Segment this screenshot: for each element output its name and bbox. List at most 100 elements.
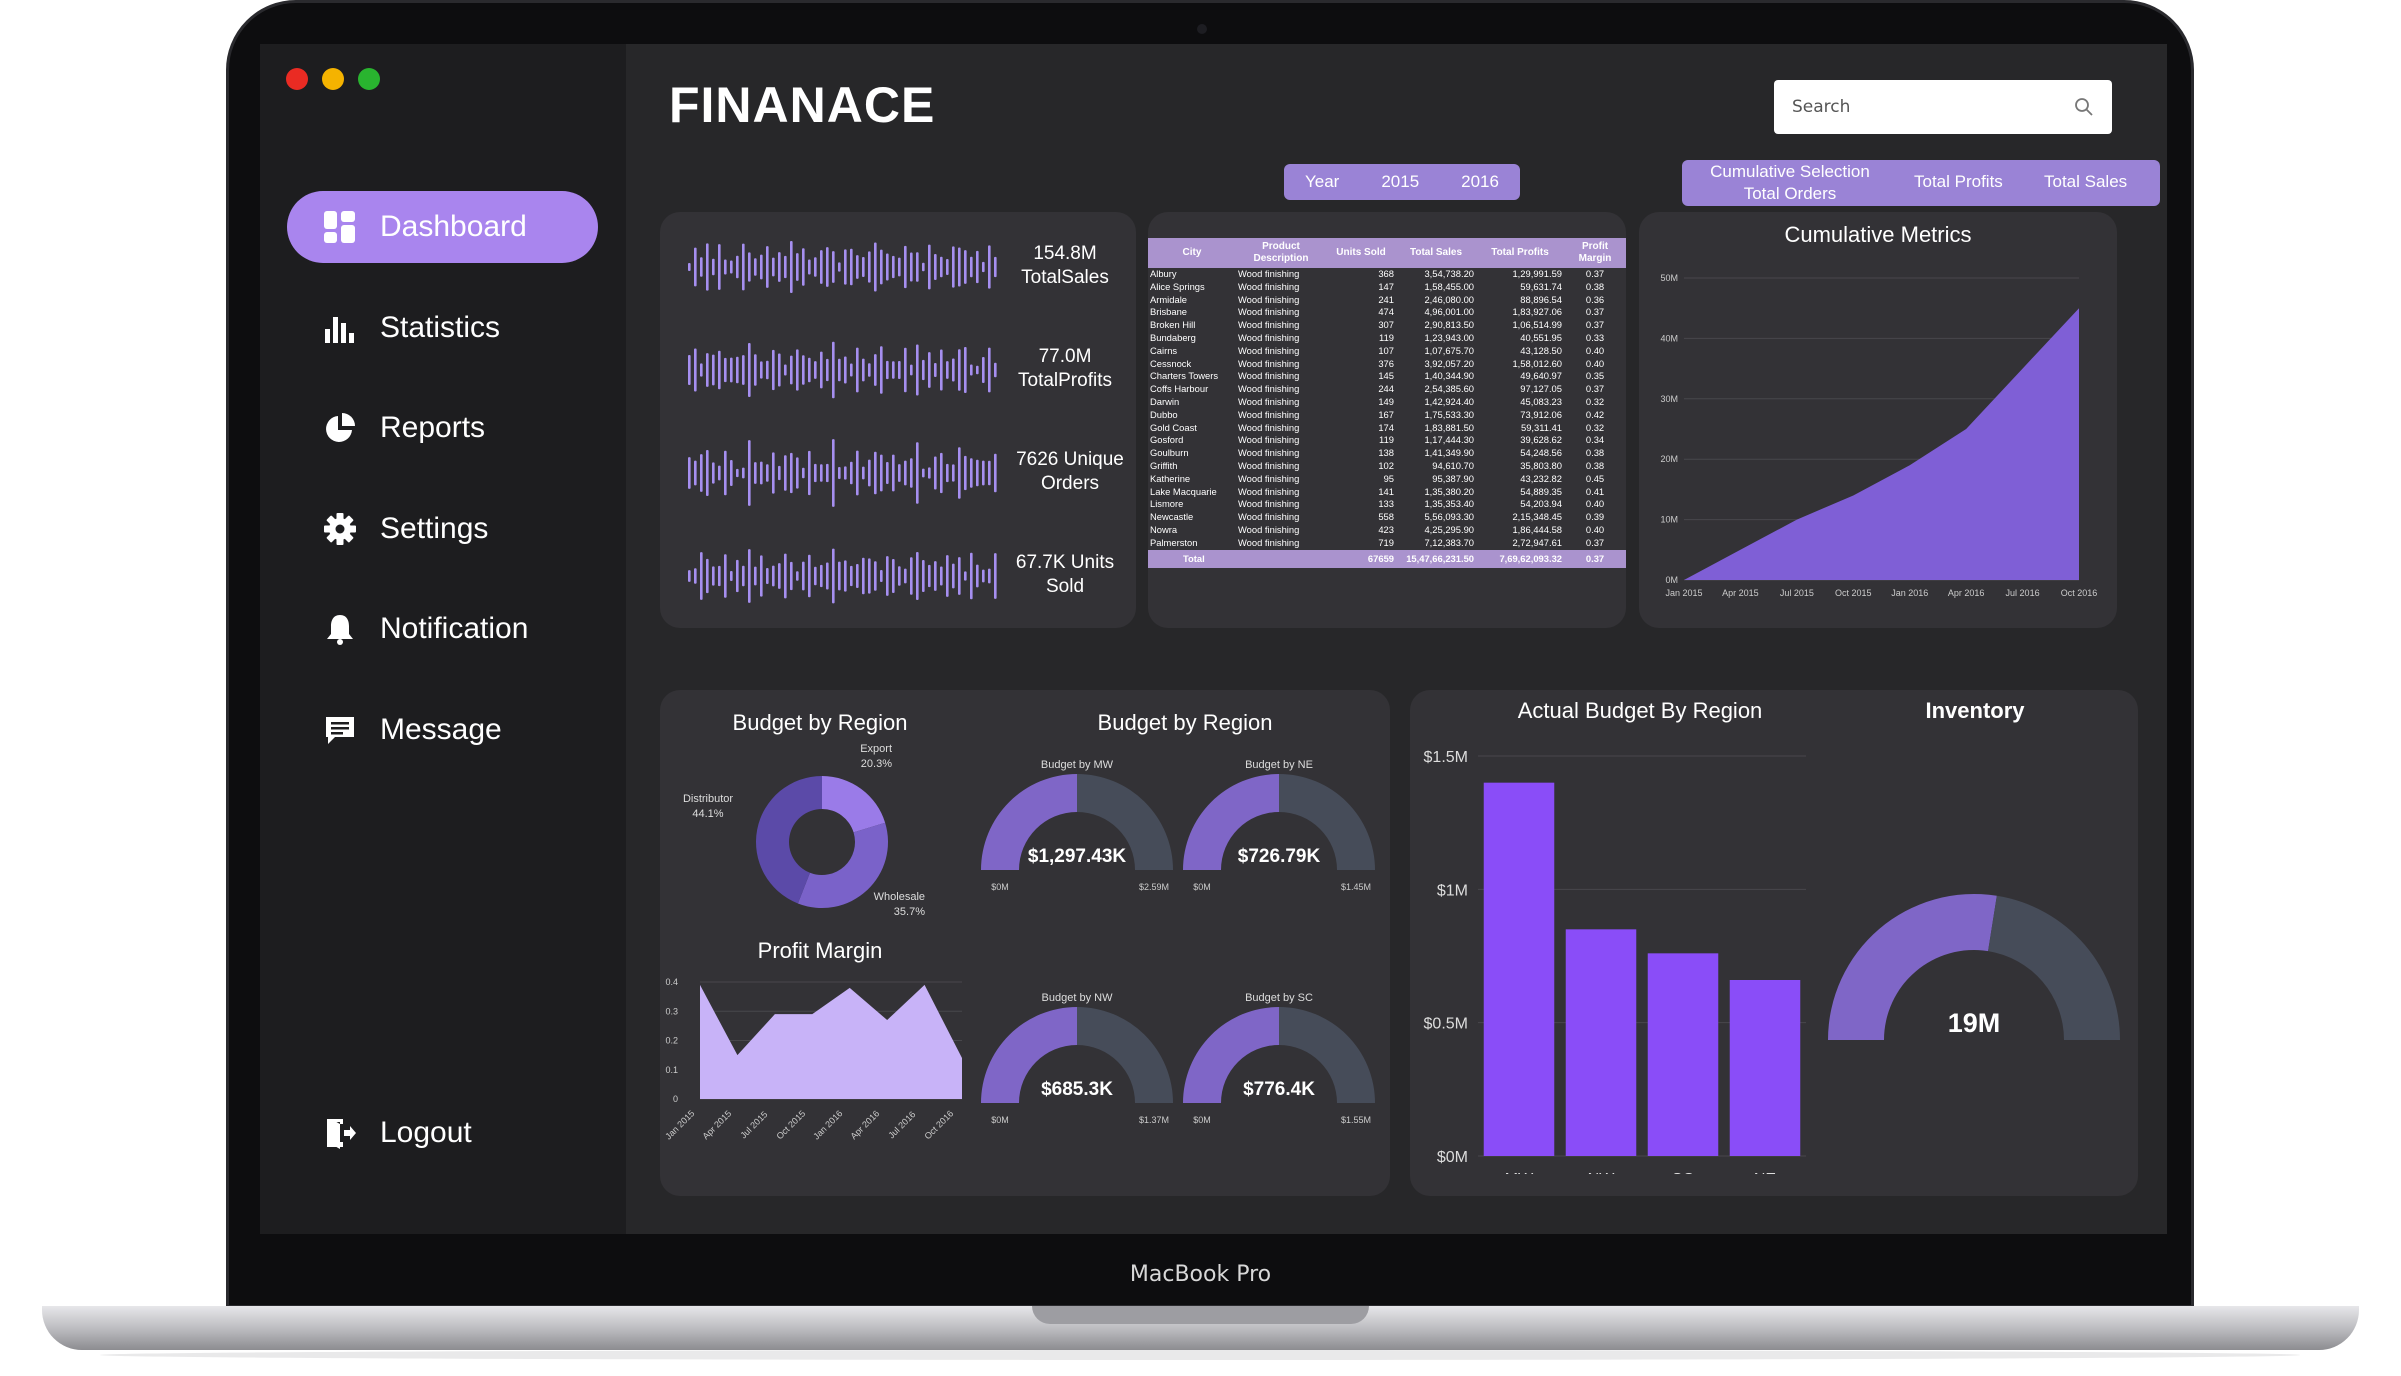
laptop-shadow [100, 1350, 2300, 1360]
inventory-title: Inventory [1925, 698, 2025, 723]
x-tick-label: Jan 2015 [1665, 588, 1702, 598]
option-total-orders[interactable]: Total Orders [1743, 184, 1837, 203]
gauge-budget-mw: Budget by MW $1,297.43K $0M $2.59M [981, 759, 1173, 892]
kpi-total-sales: 154.8M TotalSales [1000, 242, 1130, 290]
cell-units: 368 [1378, 268, 1394, 279]
waveform-bar [928, 352, 931, 388]
x-tick-label: Apr 2015 [1722, 588, 1759, 598]
kpi-value: 7626 Unique [1016, 449, 1124, 470]
waveform-bar [856, 347, 859, 393]
sidebar-item-label: Dashboard [380, 210, 527, 243]
cell-margin: 0.38 [1585, 280, 1605, 292]
total-profits: 7,69,62,093.32 [1476, 549, 1564, 568]
cell-product: Wood finishing [1238, 511, 1300, 523]
waveform-bar [700, 257, 703, 277]
waveform-bar [814, 463, 817, 483]
cell-units: 423 [1378, 523, 1394, 535]
gauge-min-label: $0M [1193, 882, 1211, 892]
gauge-fill [1828, 894, 1997, 1040]
sidebar-item-message[interactable]: Message [287, 694, 598, 766]
page-title: FINANACE [669, 77, 936, 133]
waveform-bar [760, 555, 763, 597]
sidebar-item-dashboard[interactable]: Dashboard [287, 191, 598, 263]
x-tick-label: Jan 2015 [663, 1108, 696, 1141]
x-tick-label: Apr 2016 [1948, 588, 1985, 598]
window-minimize-button[interactable] [322, 68, 344, 90]
camera-dot [1197, 24, 1207, 34]
table-row: Broken Hill Wood finishing 307 2,90,813.50 1… [1148, 319, 1626, 332]
cell-sales: 1,58,455.00 [1424, 280, 1474, 292]
search-icon[interactable] [2074, 97, 2094, 117]
waveform-bar [730, 357, 733, 383]
cell-units: 376 [1378, 357, 1394, 369]
year-option-2015[interactable]: 2015 [1381, 172, 1420, 191]
waveform-bar [814, 257, 817, 277]
table-row: Cairns Wood finishing 107 1,07,675.70 43,128… [1148, 345, 1626, 358]
kpi-value: 77.0M [1038, 346, 1092, 367]
cell-sales: 4,25,295.90 [1424, 523, 1474, 535]
cell-profits: 73,912.06 [1520, 408, 1562, 420]
cell-city: Lismore [1150, 498, 1184, 510]
screen: Dashboard Statistics Reports Settings No… [260, 44, 2167, 1234]
window-close-button[interactable] [286, 68, 308, 90]
waveform-bar [940, 566, 943, 586]
kpi-value: 154.8M [1033, 243, 1097, 264]
cell-units: 244 [1378, 383, 1394, 395]
waveform-bar [994, 453, 997, 493]
cumulative-metrics-card: Cumulative Metrics 0M 10M 20M 30M 40M 50M Jan … [1639, 212, 2117, 628]
y-tick-label: $1M [1437, 882, 1468, 899]
waveform-bar [736, 468, 739, 478]
cell-units: 138 [1378, 447, 1394, 459]
sidebar-item-settings[interactable]: Settings [287, 493, 598, 565]
waveform-bar [748, 343, 751, 397]
cell-sales: 1,07,675.70 [1424, 344, 1474, 356]
waveform-bar [940, 452, 943, 494]
sidebar-item-statistics[interactable]: Statistics [287, 292, 598, 364]
waveform-bar [802, 561, 805, 591]
waveform-bar [772, 452, 775, 494]
waveform-bar [712, 566, 715, 586]
option-total-sales[interactable]: Total Sales [2044, 172, 2128, 191]
sidebar-item-reports[interactable]: Reports [287, 392, 598, 464]
table-row: Lake Macquarie Wood finishing 141 1,35,380.… [1148, 486, 1626, 499]
waveform-bar [922, 262, 925, 272]
gauge-fill [981, 774, 1077, 870]
waveform-bar [742, 243, 745, 291]
cell-profits: 59,631.74 [1520, 280, 1562, 292]
logout-button[interactable]: Logout [287, 1097, 598, 1169]
waveform-bar [808, 450, 811, 496]
gear-icon [322, 511, 358, 547]
sidebar-item-notification[interactable]: Notification [287, 593, 598, 665]
waveform-bar [796, 571, 799, 581]
waveform-bar [970, 552, 973, 600]
search-input[interactable]: Search [1792, 97, 1851, 117]
table-card: City Product Description Units Sold Tota… [1148, 212, 1626, 628]
waveform-bar [904, 568, 907, 584]
gauge-track [1077, 1007, 1173, 1103]
waveform-bar [922, 359, 925, 381]
x-tick-label: Jan 2016 [811, 1108, 844, 1141]
cell-units: 145 [1378, 370, 1394, 382]
waveform-bar [790, 355, 793, 385]
search-bar[interactable]: Search [1774, 80, 2112, 134]
gauge-value: $776.4K [1243, 1079, 1315, 1100]
cell-profits: 45,083.23 [1520, 395, 1562, 407]
window-maximize-button[interactable] [358, 68, 380, 90]
donut-slice-distributor [756, 776, 822, 904]
main-content: FINANACE Search Year 2015 2016 Cumulativ… [626, 44, 2167, 1234]
table-row: Griffith Wood finishing 102 94,610.70 35,803… [1148, 460, 1626, 473]
col-units: Units Sold [1326, 238, 1396, 268]
waveform-bar [790, 561, 793, 591]
sidebar-item-label: Settings [380, 512, 489, 545]
waveform-bar [862, 256, 865, 278]
cell-city: Armidale [1150, 293, 1187, 305]
year-option-2016[interactable]: 2016 [1461, 172, 1499, 191]
cell-margin: 0.37 [1585, 383, 1605, 395]
waveform-bar [982, 261, 985, 273]
option-total-profits[interactable]: Total Profits [1914, 172, 2003, 191]
waveform-bar [892, 454, 895, 492]
y-tick-label: $0M [1437, 1149, 1468, 1166]
y-tick-label: 10M [1660, 515, 1678, 525]
cell-city: Gold Coast [1150, 421, 1197, 433]
total-empty [1236, 549, 1326, 568]
